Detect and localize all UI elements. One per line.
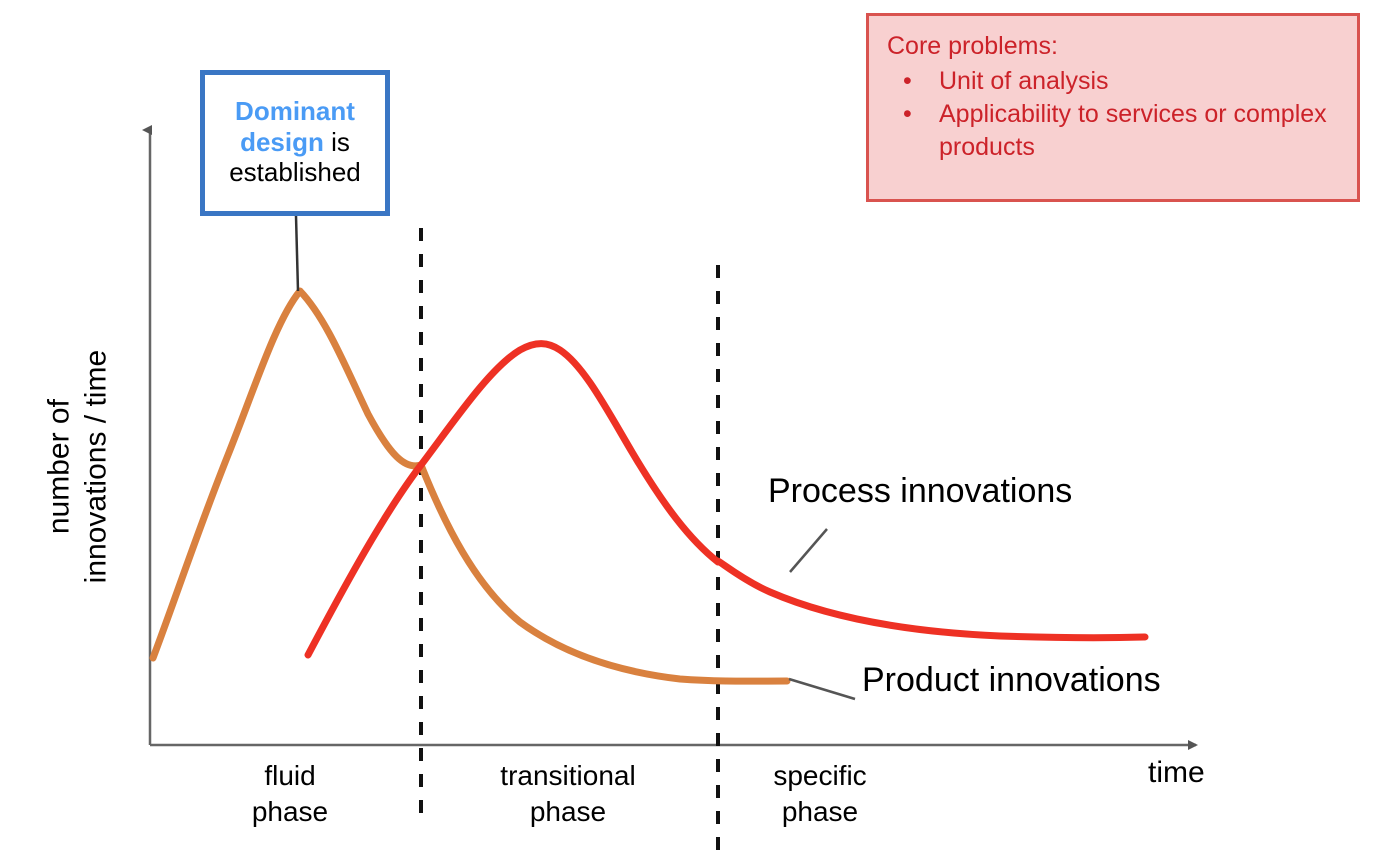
process-innovations-leader-line — [789, 528, 828, 573]
dominant-design-rest: is established — [229, 126, 361, 188]
product-innovations-leader-line — [788, 677, 856, 701]
y-axis-label-line-2: innovations / time — [79, 349, 112, 584]
process-innovations-label: Process innovations — [768, 472, 1073, 510]
phase-label-specific: specific phase — [720, 758, 920, 830]
phase-label-transitional-line-1: transitional — [500, 760, 636, 791]
bullet-icon: • — [903, 100, 912, 128]
dominant-design-highlight: Dominant design — [235, 95, 355, 157]
dominant-design-leader-line — [294, 215, 300, 292]
core-problems-list: • Unit of analysis • Applicability to se… — [887, 65, 1341, 164]
phase-label-fluid-line-2: phase — [251, 795, 329, 827]
dominant-design-callout: Dominant design is established — [200, 70, 390, 216]
phase-label-fluid: fluid phase — [190, 758, 390, 830]
bullet-icon: • — [903, 66, 912, 95]
y-axis-label: number of innovations / time — [41, 257, 114, 677]
core-problems-title: Core problems: — [887, 32, 1058, 60]
phase-label-specific-line-1: specific — [773, 760, 867, 791]
phase-label-transitional-line-2: phase — [529, 795, 607, 827]
core-problems-item: • Applicability to services or complex p… — [887, 98, 1341, 163]
core-problems-callout: Core problems: • Unit of analysis • Appl… — [866, 13, 1360, 202]
core-problems-item-text: Applicability to services or complex pro… — [939, 100, 1327, 161]
phase-label-fluid-line-1: fluid — [264, 760, 316, 791]
product-innovations-label: Product innovations — [862, 661, 1161, 699]
product-innovations-curve — [149, 287, 791, 685]
x-axis-label: time — [1148, 756, 1205, 789]
y-axis-label-line-1: number of — [42, 399, 76, 535]
core-problems-item-text: Unit of analysis — [939, 66, 1109, 95]
phase-label-transitional: transitional phase — [448, 758, 688, 830]
dominant-design-text: Dominant design is established — [211, 96, 379, 188]
phase-label-specific-line-2: phase — [781, 795, 859, 827]
core-problems-item: • Unit of analysis — [887, 65, 1341, 98]
